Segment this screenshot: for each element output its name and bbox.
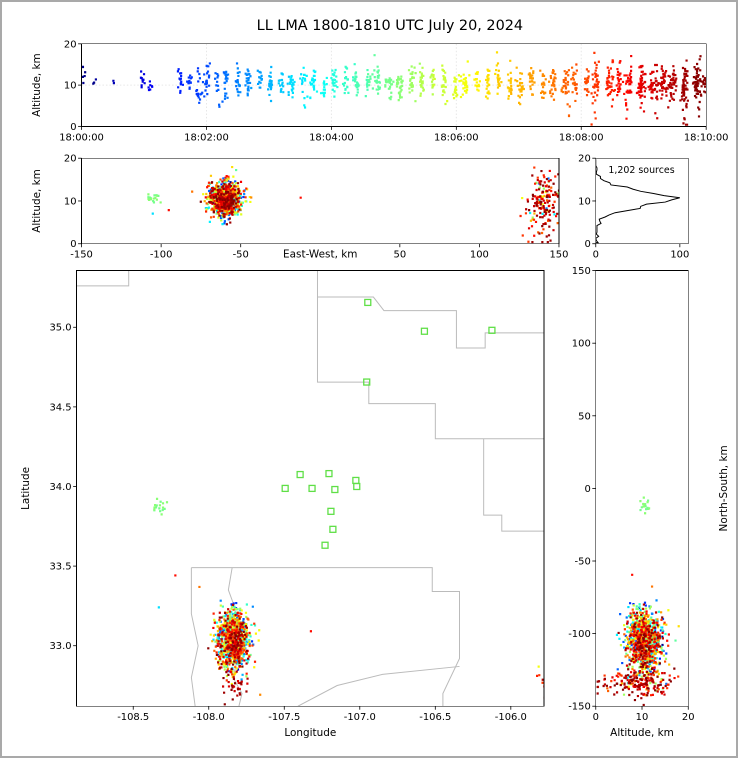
svg-text:100: 100 [572,339,591,350]
sources-ew [147,165,559,244]
svg-text:10: 10 [64,196,77,207]
county-boundaries [76,270,545,707]
altitude-histogram-curve [595,159,680,244]
svg-text:Altitude, km: Altitude, km [31,169,43,233]
svg-text:-150: -150 [70,250,93,261]
svg-text:-100: -100 [150,250,173,261]
svg-text:33.0: 33.0 [49,641,71,652]
svg-text:-50: -50 [575,556,591,567]
svg-text:-107.5: -107.5 [268,712,300,723]
svg-text:0: 0 [593,250,599,261]
svg-text:-108.5: -108.5 [117,712,149,723]
svg-text:Latitude: Latitude [20,467,32,510]
svg-text:18:08:00: 18:08:00 [559,132,604,143]
svg-text:10: 10 [64,81,77,92]
svg-text:20: 20 [64,39,77,50]
svg-text:Longitude: Longitude [284,727,336,739]
sources-top [81,51,707,126]
svg-text:0: 0 [584,239,590,250]
svg-text:18:00:00: 18:00:00 [59,132,104,143]
svg-text:Altitude, km: Altitude, km [31,53,43,117]
svg-text:-107.0: -107.0 [344,712,376,723]
svg-text:Altitude, km: Altitude, km [610,727,674,739]
svg-text:-100: -100 [568,629,591,640]
svg-text:-50: -50 [233,250,249,261]
svg-text:150: 150 [549,250,568,261]
sources-ns [596,496,680,707]
svg-text:0: 0 [70,122,76,133]
svg-text:35.0: 35.0 [49,323,71,334]
svg-text:150: 150 [572,266,591,277]
svg-text:-108.0: -108.0 [193,712,225,723]
svg-text:-106.5: -106.5 [419,712,451,723]
svg-text:100: 100 [670,250,689,261]
figure-title: LL LMA 1800-1810 UTC July 20, 2024 [257,18,523,34]
svg-text:0: 0 [593,712,599,723]
svg-text:20: 20 [682,712,695,723]
svg-text:-106.0: -106.0 [495,712,527,723]
top-panel-grid [81,43,707,127]
svg-text:0: 0 [584,484,590,495]
svg-text:20: 20 [578,154,591,165]
svg-text:0: 0 [70,239,76,250]
svg-text:-150: -150 [568,702,591,713]
svg-text:34.5: 34.5 [49,402,71,413]
svg-text:18:10:00: 18:10:00 [684,132,729,143]
svg-text:50: 50 [578,411,591,422]
svg-text:North-South, km: North-South, km [718,445,730,531]
svg-text:18:06:00: 18:06:00 [434,132,479,143]
svg-text:100: 100 [470,250,489,261]
svg-text:10: 10 [636,712,649,723]
svg-text:33.5: 33.5 [49,562,71,573]
svg-text:10: 10 [578,196,591,207]
panels-root: 18:00:00 18:02:00 18:04:00 18:06:00 18:08:00… [20,39,730,739]
source-count-annotation: 1,202 sources [608,165,674,176]
svg-text:18:04:00: 18:04:00 [309,132,354,143]
sources-map [153,497,545,706]
lma-station-markers [281,298,496,549]
svg-text:50: 50 [394,250,407,261]
svg-text:34.0: 34.0 [49,482,71,493]
axes: 18:00:00 18:02:00 18:04:00 18:06:00 18:08:00… [20,39,730,739]
svg-text:18:02:00: 18:02:00 [184,132,229,143]
svg-text:20: 20 [64,154,77,165]
svg-text:East-West, km: East-West, km [283,249,357,261]
